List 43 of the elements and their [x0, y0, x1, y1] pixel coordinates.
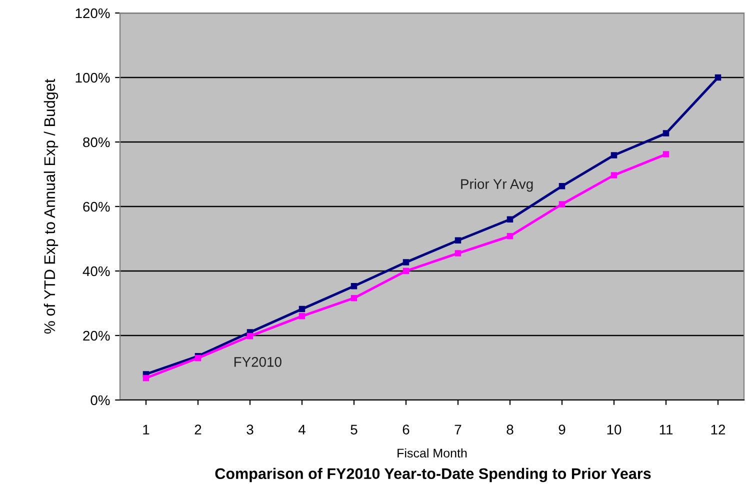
x-tick-label: 8: [506, 424, 514, 435]
point: [350, 283, 358, 290]
x-tick-label: 6: [402, 424, 410, 435]
text: Comparison of FY2010 Year-to-Date Spending to Prior Years: [215, 468, 651, 482]
point: [402, 268, 410, 274]
point: [246, 333, 254, 340]
y-tick-label: 120%: [76, 8, 110, 18]
x-tick-label: 3: [246, 424, 254, 435]
point: [558, 201, 566, 208]
point: [662, 151, 670, 158]
series-label: FY2010: [234, 357, 282, 367]
point: [610, 172, 618, 178]
y-tick-label: 20%: [83, 330, 110, 341]
x-tick-label: 7: [454, 424, 462, 434]
y-tick-label: 60%: [83, 202, 110, 212]
point: [142, 374, 150, 382]
x-tick-label: 1: [143, 424, 150, 434]
y-tick-label: 40%: [82, 266, 110, 276]
point: [454, 250, 462, 256]
x-tick-label: 11: [660, 424, 673, 434]
point: [298, 313, 306, 320]
point: [298, 306, 306, 312]
y-tick-label: 100%: [76, 72, 110, 83]
point: [506, 233, 514, 240]
x-tick-label: 4: [298, 424, 306, 434]
y-axis-title: % of YTD Exp to Annual Exp / Budget: [44, 78, 58, 334]
x-tick-label: 5: [350, 424, 358, 435]
point: [662, 130, 670, 136]
point: [402, 259, 410, 266]
x-tick-label: 12: [711, 424, 726, 434]
y-tick-label: 0%: [90, 395, 110, 406]
y-tick-label: 80%: [83, 137, 110, 148]
x-tick-label: 2: [194, 424, 202, 434]
point: [714, 74, 722, 81]
x-tick-label: 10: [607, 424, 622, 435]
x-axis-title: Fiscal Month: [398, 448, 467, 458]
x-tick-label: 9: [558, 424, 566, 435]
point: [350, 294, 358, 302]
series-label: Prior Yr Avg: [461, 178, 533, 192]
point: [506, 216, 514, 223]
point: [454, 237, 462, 244]
point: [610, 152, 618, 158]
point: [558, 183, 566, 190]
